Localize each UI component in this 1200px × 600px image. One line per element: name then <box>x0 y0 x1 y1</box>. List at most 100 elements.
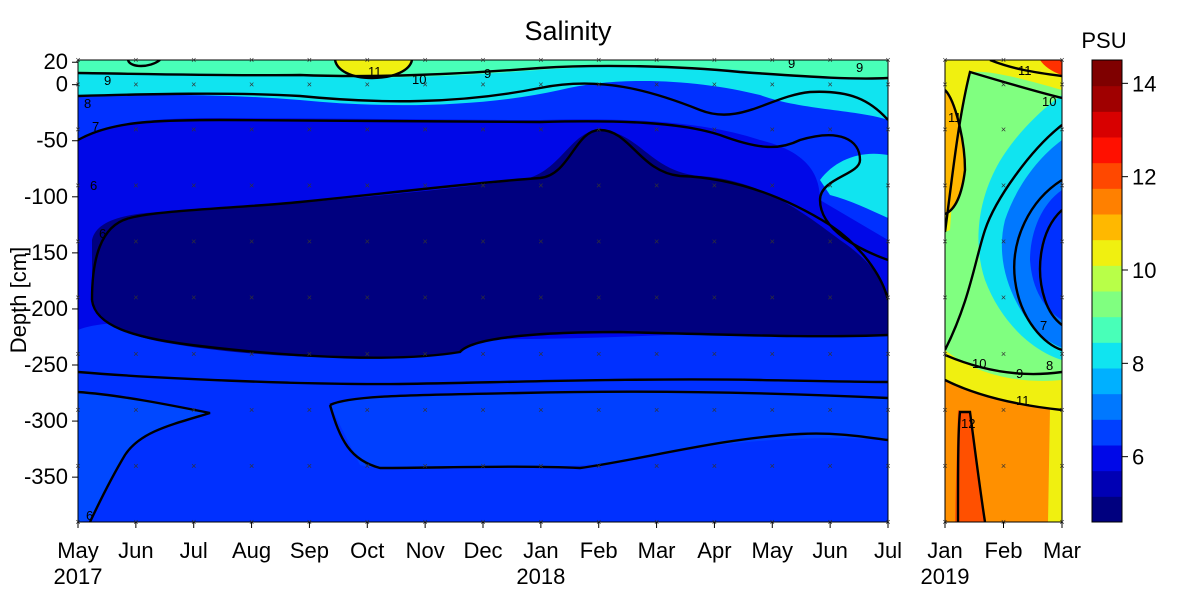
sample-point: × <box>133 237 138 247</box>
panel-2019: 11 10 11 10 9 8 7 11 12 <box>945 60 1062 522</box>
contour-label: 9 <box>484 66 491 81</box>
sample-point: × <box>249 181 254 191</box>
x-tick-label: Apr <box>697 538 731 563</box>
sample-point: × <box>423 125 428 135</box>
colorbar-step <box>1092 368 1122 395</box>
sample-point: × <box>885 293 890 303</box>
sample-point: × <box>307 349 312 359</box>
sample-point: × <box>770 405 775 415</box>
sample-point: × <box>1059 293 1064 303</box>
sample-point: × <box>654 293 659 303</box>
sample-point: × <box>942 405 947 415</box>
sample-point: × <box>828 80 833 90</box>
sample-point: × <box>885 349 890 359</box>
contour-label: 7 <box>92 119 99 134</box>
y-tick-label: -100 <box>24 184 68 209</box>
sample-point: × <box>1059 80 1064 90</box>
sample-point: × <box>1001 461 1006 471</box>
contour-line <box>945 378 1062 412</box>
sample-point: × <box>307 125 312 135</box>
contour-label: 10 <box>412 72 426 87</box>
sample-point: × <box>885 405 890 415</box>
sample-point: × <box>75 349 80 359</box>
sample-point: × <box>1059 181 1064 191</box>
sample-point: × <box>942 461 947 471</box>
x-tick-label: Jan <box>523 538 558 563</box>
sample-point: × <box>538 461 543 471</box>
sample-point: × <box>365 125 370 135</box>
sample-point: × <box>1059 461 1064 471</box>
sample-point: × <box>249 80 254 90</box>
band-oct-yellow <box>335 60 412 78</box>
colorbar-step <box>1092 496 1122 523</box>
sample-point: × <box>712 461 717 471</box>
x-tick-label: Jul <box>180 538 208 563</box>
colorbar-step <box>1092 291 1122 318</box>
sample-point: × <box>1001 405 1006 415</box>
sample-point: × <box>365 237 370 247</box>
colorbar-step <box>1092 162 1122 189</box>
sample-point: × <box>770 237 775 247</box>
sample-point: × <box>191 80 196 90</box>
contour-label: 12 <box>961 416 975 431</box>
sample-point: × <box>828 405 833 415</box>
contour-line <box>956 410 987 522</box>
contour-line <box>1013 178 1062 352</box>
sample-point: × <box>1001 125 1006 135</box>
y-tick-label: -350 <box>24 464 68 489</box>
colorbar-tick-label: 12 <box>1132 165 1156 190</box>
sample-point: × <box>480 461 485 471</box>
sample-point: × <box>307 237 312 247</box>
sample-point: × <box>133 181 138 191</box>
sample-point: × <box>480 125 485 135</box>
sample-point: × <box>75 55 80 65</box>
sample-point: × <box>596 181 601 191</box>
sample-point: × <box>75 237 80 247</box>
sample-point: × <box>538 293 543 303</box>
sample-point: × <box>423 461 428 471</box>
colorbar-step <box>1092 316 1122 343</box>
contour-line <box>126 60 161 68</box>
sample-point: × <box>654 80 659 90</box>
colorbar-step <box>1092 60 1122 87</box>
sample-point: × <box>249 293 254 303</box>
sample-point: × <box>1001 237 1006 247</box>
sample-point: × <box>596 349 601 359</box>
sample-point: × <box>770 293 775 303</box>
sample-point: × <box>365 461 370 471</box>
sample-point: × <box>538 55 543 65</box>
sample-point: × <box>596 293 601 303</box>
sample-point: × <box>712 80 717 90</box>
sample-point: × <box>712 181 717 191</box>
sample-point: × <box>365 181 370 191</box>
x-tick-label: Feb <box>985 538 1023 563</box>
sample-point: × <box>596 237 601 247</box>
sample-point: × <box>307 405 312 415</box>
colorbar-step <box>1092 188 1122 215</box>
y-tick-label: -150 <box>24 240 68 265</box>
band-top-red <box>1040 60 1062 75</box>
sample-point: × <box>1001 55 1006 65</box>
chart-title: Salinity <box>524 16 612 46</box>
sample-point: × <box>885 237 890 247</box>
x-tick-label: Feb <box>580 538 618 563</box>
sample-point: × <box>480 181 485 191</box>
sample-point: × <box>828 349 833 359</box>
sample-point: × <box>249 405 254 415</box>
x-tick-label: Jun <box>812 538 847 563</box>
sample-point: × <box>942 349 947 359</box>
contour-line <box>945 353 1062 376</box>
sample-point: × <box>249 349 254 359</box>
sample-point: × <box>365 293 370 303</box>
sample-point: × <box>307 461 312 471</box>
contour-label: 6 <box>99 226 106 241</box>
band-bottom-blue <box>330 391 888 470</box>
sample-point: × <box>654 125 659 135</box>
colorbar-label: PSU <box>1081 28 1126 53</box>
sample-point: × <box>191 461 196 471</box>
sample-point: × <box>828 125 833 135</box>
sample-point: × <box>480 293 485 303</box>
axis-layer: 200 -50 -100 -150 -200 -250 -300 -350 May Jun Jul A… <box>24 49 1081 589</box>
sample-point: × <box>885 461 890 471</box>
contour-line <box>78 390 211 522</box>
